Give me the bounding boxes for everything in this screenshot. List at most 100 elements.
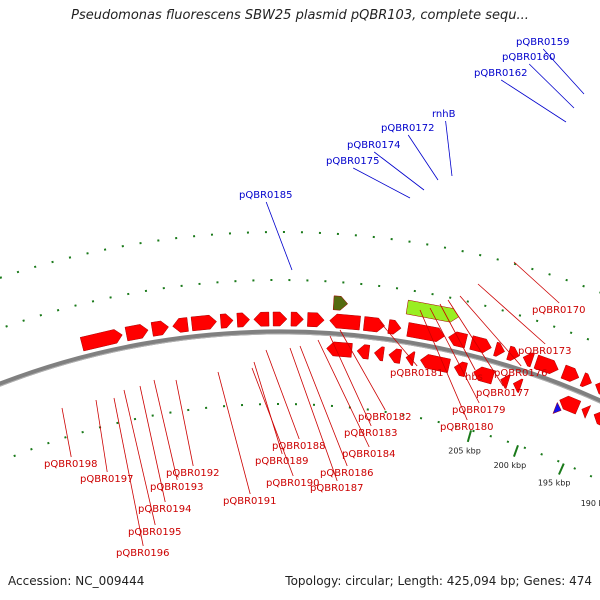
leader-line [329,335,372,427]
label-lower: pQBR0180 [440,422,493,433]
leader-line [61,407,72,458]
reverse-gene [473,366,496,385]
label-lower: pQBR0189 [255,456,308,467]
blue-feature [552,401,562,415]
backbone-arc [0,329,600,404]
leader-line [459,295,522,367]
forward-gene [124,324,149,342]
label-lower: pQBR0198 [44,459,97,470]
leader-line [447,299,504,387]
reverse-gene [356,344,371,360]
leader-line [513,261,560,304]
reverse-gene [500,374,511,389]
label-lower: pQBR0195 [128,527,181,538]
reverse-gene [453,361,468,378]
forward-gene [560,364,580,382]
label-upper: pQBR0174 [347,140,400,151]
leader-line [217,371,251,495]
label-lower: pQBR0173 [518,346,571,357]
label-lower: pQBR0188 [272,441,325,452]
map-title: Pseudomonas fluorescens SBW25 plasmid pQ… [71,8,529,23]
forward-gene [522,352,535,368]
leader-line [429,307,480,404]
scale-tick-label: 200 kbp [494,461,527,470]
scale-ring-0 [0,403,600,482]
label-lower: pQBR0196 [116,548,169,559]
leader-line [445,120,453,177]
reverse-gene [326,341,353,358]
leader-line [299,345,348,467]
leader-line [419,309,468,421]
forward-gene [406,322,445,343]
label-lower: pQBR0190 [266,478,319,489]
summary-text: Topology: circular; Length: 425,094 bp; … [285,574,592,588]
forward-gene [493,341,505,357]
leader-line [123,389,156,526]
label-upper: pQBR0162 [474,68,527,79]
label-lower: pQBR0187 [310,483,363,494]
scale-tick-label: 205 kbp [448,446,481,455]
leader-line [407,134,439,181]
leader-line [289,347,338,482]
label-lower: pQBR0191 [223,496,276,507]
forward-gene [579,372,592,388]
leader-line [95,399,108,473]
forward-gene [79,329,123,352]
forward-gene [272,311,288,327]
forward-gene [363,316,385,333]
reverse-gene [581,405,592,419]
scale-tick [558,463,565,475]
leader-line [153,379,178,481]
backbone [0,329,600,404]
label-lower: pQBR0194 [138,504,191,515]
label-lower: pQBR0197 [80,474,133,485]
backbone-highlight [0,333,600,404]
leader-line [251,367,294,477]
label-lower: pQBR0170 [532,305,585,316]
scale-tick-label: 190 kbp [581,499,600,508]
leader-line [139,385,166,503]
label-lower: pQBR0182 [358,412,411,423]
label-lower: pQBR0183 [344,428,397,439]
reverse-gene [593,411,600,426]
label-lower: pQBR0177 [476,388,529,399]
label-lower: pQBR0181 [390,368,443,379]
label-lower: hbs [465,372,483,383]
forward-gene [236,312,250,328]
lime-feature [405,299,460,323]
forward-gene [533,354,559,375]
scale-tick [513,444,519,457]
reverse-gene [512,378,524,393]
label-lower: pQBR0176 [494,368,547,379]
reverse-gene [373,346,385,362]
leader-line [253,361,283,455]
gene-labels: pQBR0159 pQBR0160 pQBR0162 rnhB pQBR0172 pQBR… [44,37,585,559]
label-upper: pQBR0160 [502,52,555,63]
leader-line [317,339,370,448]
leader-line [265,349,300,440]
label-lower: pQBR0193 [150,482,203,493]
leader-line [373,151,425,191]
leader-line [542,48,585,95]
forward-gene [506,345,520,361]
leader-line [379,321,418,367]
forward-gene [448,331,468,349]
forward-gene [387,319,402,335]
leader-line [265,201,293,271]
leader-line [339,329,386,411]
leader-line [439,303,476,371]
scale-tick-label: 195 kbp [538,479,571,488]
reverse-gene [405,351,416,367]
forward-gene [307,312,325,328]
scale-ring-2 [0,231,600,294]
scale-tick [466,430,473,443]
leader-line [477,283,546,345]
leader-line [353,167,411,199]
reverse-gene [559,395,582,415]
reverse-gene [420,354,451,374]
label-lower: pQBR0192 [166,468,219,479]
leader-line [528,63,575,109]
scale-ticks: 170 kbp175 kbp180 kbp185 kbp190 kbp195 k… [0,231,600,508]
label-lower: pQBR0179 [452,405,505,416]
